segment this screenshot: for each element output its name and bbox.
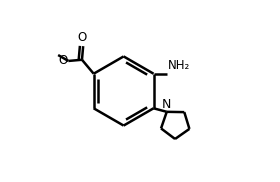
Text: NH₂: NH₂ [168,59,190,72]
Text: O: O [77,31,86,44]
Text: O: O [58,54,67,67]
Text: N: N [162,98,171,111]
